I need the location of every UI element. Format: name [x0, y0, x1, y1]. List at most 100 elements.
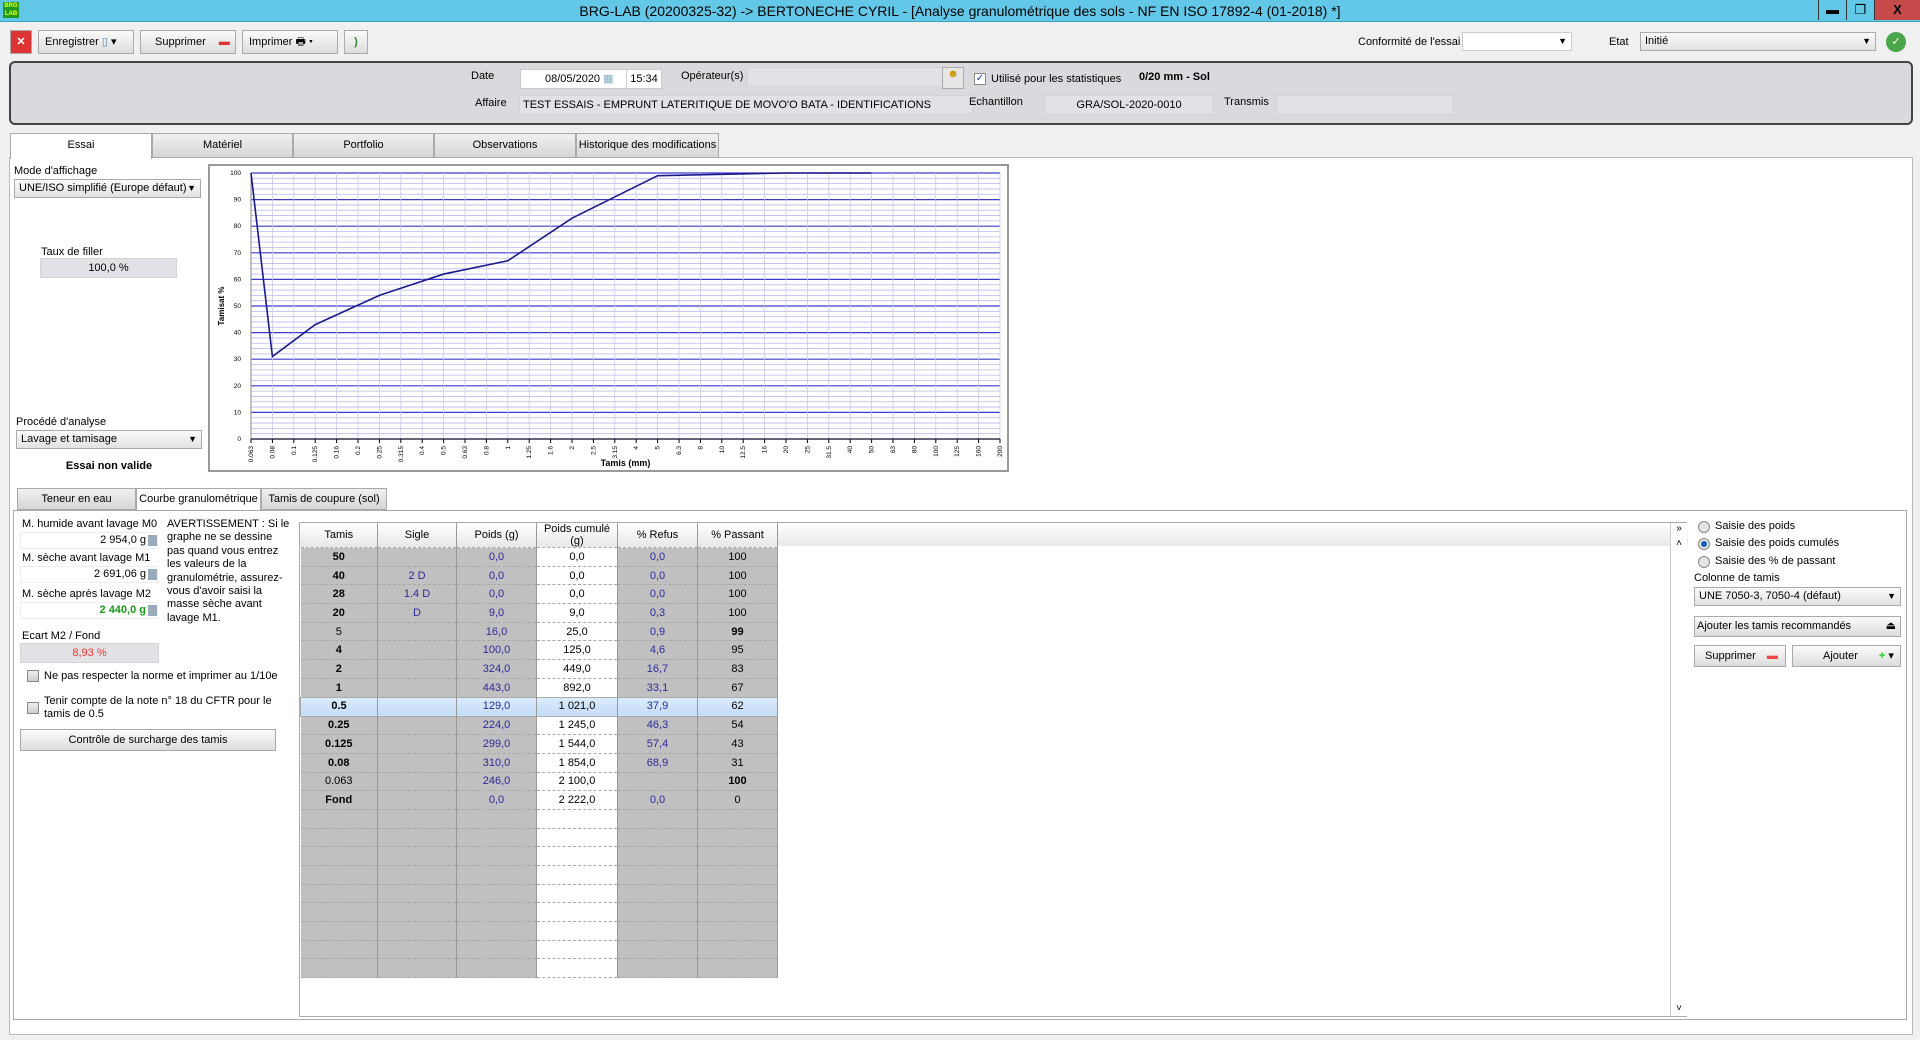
cell-poids-cumule[interactable]: 125,0 [536, 640, 618, 661]
delete-button[interactable]: Supprimer ▬ [140, 30, 236, 54]
column-header[interactable]: Sigle [377, 523, 457, 548]
expand-icon[interactable]: » [1676, 523, 1682, 534]
sieve-table: Tamis Sigle Poids (g) Poids cumulé (g)% Ref… [300, 523, 778, 979]
table-row[interactable]: 0.063 246,0 2 100,0 100 [300, 772, 778, 792]
cell-poids-cumule[interactable]: 1 245,0 [536, 716, 618, 736]
minus-icon: ▬ [218, 36, 230, 48]
radio-saisie-passant[interactable] [1698, 556, 1710, 568]
scroll-up-icon[interactable]: ˄ [1676, 538, 1682, 549]
calculator-icon[interactable] [148, 534, 157, 546]
tab-observations[interactable]: Observations [434, 133, 576, 158]
column-header[interactable]: % Passant [697, 523, 778, 548]
subtab-teneur[interactable]: Teneur en eau [17, 488, 136, 510]
tab-materiel[interactable]: Matériel [152, 133, 293, 158]
tab-historique[interactable]: Historique des modifications [576, 133, 719, 158]
affaire-field[interactable]: TEST ESSAIS - EMPRUNT LATERITIQUE DE MOV… [519, 95, 973, 115]
time-field[interactable]: 15:34 [626, 69, 662, 89]
stats-checkbox[interactable]: ✓ [974, 73, 986, 85]
state-select[interactable]: Initié ▼ [1640, 32, 1876, 51]
m2-field[interactable]: 2 440,0 g [20, 602, 158, 619]
chevron-down-icon: ▼ [187, 183, 196, 193]
scroll-down-icon[interactable]: ˅ [1676, 1003, 1682, 1014]
radio-saisie-poids[interactable] [1698, 521, 1710, 533]
procede-select[interactable]: Lavage et tamisage ▼ [16, 430, 202, 449]
app-logo: BRG LAB [3, 2, 19, 18]
table-row[interactable]: 1 443,0 892,0 33,1 67 [300, 678, 778, 698]
cell-poids-cumule[interactable]: 1 854,0 [536, 753, 618, 773]
x-tick-label: 3.15 [612, 446, 619, 459]
cell-sigle [377, 547, 457, 567]
sieve-overload-button[interactable]: Contrôle de surcharge des tamis [20, 729, 276, 751]
tab-essai[interactable]: Essai [10, 133, 152, 159]
table-row[interactable]: 2 324,0 449,0 16,7 83 [300, 659, 778, 679]
cell-poids-cumule[interactable]: 9,0 [536, 603, 618, 623]
column-header[interactable]: Poids (g) [456, 523, 537, 548]
column-header[interactable]: Poids cumulé (g) [536, 523, 618, 548]
column-header[interactable]: Tamis [300, 523, 378, 548]
subtab-tamis-coupure[interactable]: Tamis de coupure (sol) [261, 488, 387, 510]
table-row[interactable]: 20 D 9,0 9,0 0,3 100 [300, 603, 778, 623]
m0-field[interactable]: 2 954,0 g [20, 532, 158, 549]
empty-cell [617, 828, 698, 848]
table-row[interactable]: Fond 0,0 2 222,0 0,0 0 [300, 790, 778, 810]
save-button[interactable]: Enregistrer ▯ ▾ [38, 30, 134, 54]
cell-poids-cumule[interactable]: 1 544,0 [536, 734, 618, 754]
cell-tamis: 20 [300, 603, 378, 623]
phone-icon[interactable]: ) [344, 30, 368, 54]
echantillon-field[interactable]: GRA/SOL-2020-0010 [1044, 95, 1214, 115]
operator-field[interactable] [747, 67, 947, 87]
cell-poids-cumule[interactable]: 892,0 [536, 678, 618, 698]
add-row-button[interactable]: Ajouter + ▾ [1792, 645, 1901, 667]
restore-button[interactable]: ❐ [1846, 0, 1874, 20]
close-form-icon[interactable]: ✕ [10, 30, 32, 54]
table-row[interactable]: 5 16,0 25,0 0,9 99 [300, 622, 778, 642]
close-button[interactable]: X [1874, 0, 1920, 20]
mode-select[interactable]: UNE/ISO simplifié (Europe défaut) ▼ [14, 179, 201, 198]
opt1-checkbox[interactable] [27, 670, 39, 682]
conformity-select[interactable]: ▼ [1462, 32, 1572, 51]
transmis-label: Transmis [1224, 96, 1269, 108]
cell-poids-cumule[interactable]: 0,0 [536, 566, 618, 586]
empty-row [300, 902, 778, 923]
table-row[interactable]: 40 2 D 0,0 0,0 0,0 100 [300, 566, 778, 586]
subtab-courbe[interactable]: Courbe granulométrique [136, 488, 261, 511]
opt2-checkbox[interactable] [27, 702, 39, 714]
delete-row-button[interactable]: Supprimer ▬ [1694, 645, 1786, 667]
add-recommended-button[interactable]: Ajouter les tamis recommandés ⏏ [1694, 616, 1901, 637]
radio-saisie-poids-cumules[interactable] [1698, 538, 1710, 550]
table-row[interactable]: 0.125 299,0 1 544,0 57,4 43 [300, 734, 778, 754]
tab-portfolio[interactable]: Portfolio [293, 133, 434, 158]
table-row[interactable]: 4 100,0 125,0 4,6 95 [300, 640, 778, 661]
minimize-button[interactable]: ▬ [1818, 0, 1846, 20]
cell-poids-cumule[interactable]: 1 021,0 [536, 697, 618, 717]
print-button[interactable]: Imprimer 🖶 ▾ [242, 30, 338, 54]
empty-cell [536, 921, 618, 941]
calculator-icon[interactable] [148, 568, 157, 580]
column-header[interactable]: % Refus [617, 523, 698, 548]
table-row[interactable]: 0.5 129,0 1 021,0 37,9 62 [300, 697, 778, 717]
cell-poids-cumule[interactable]: 0,0 [536, 547, 618, 567]
empty-cell [300, 828, 378, 848]
date-field[interactable]: 08/05/2020 ▦ [520, 69, 632, 89]
calculator-icon[interactable] [148, 604, 157, 616]
operator-picker-icon[interactable]: ☻ [942, 67, 964, 89]
cell-poids-cumule[interactable]: 2 100,0 [536, 772, 618, 792]
cell-tamis: 4 [300, 640, 378, 661]
m1-field[interactable]: 2 691,06 g [20, 566, 158, 583]
validate-check-icon[interactable]: ✓ [1886, 32, 1906, 52]
table-row[interactable]: 0.08 310,0 1 854,0 68,9 31 [300, 753, 778, 773]
cell-passant: 100 [697, 584, 778, 605]
cell-poids-cumule[interactable]: 25,0 [536, 622, 618, 642]
table-row[interactable]: 50 0,0 0,0 0,0 100 [300, 547, 778, 567]
cell-poids-cumule[interactable]: 0,0 [536, 584, 618, 605]
cell-poids-cumule[interactable]: 2 222,0 [536, 790, 618, 810]
transmis-field[interactable] [1276, 95, 1454, 115]
table-row[interactable]: 0.25 224,0 1 245,0 46,3 54 [300, 716, 778, 736]
empty-row [300, 921, 778, 941]
cell-poids: 0,0 [456, 547, 537, 567]
vertical-scrollbar[interactable]: » ˄ ˅ [1670, 523, 1687, 1016]
cell-poids-cumule[interactable]: 449,0 [536, 659, 618, 679]
colonne-select[interactable]: UNE 7050-3, 7050-4 (défaut) ▼ [1694, 587, 1901, 606]
cell-refus: 0,3 [617, 603, 698, 623]
table-row[interactable]: 28 1.4 D 0,0 0,0 0,0 100 [300, 584, 778, 605]
